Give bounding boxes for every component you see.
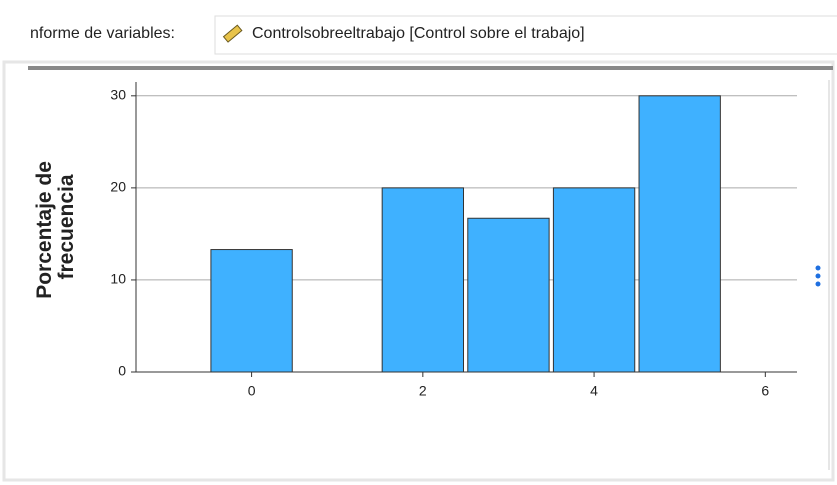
x-tick-label: 2 <box>419 383 427 399</box>
x-tick-label: 6 <box>761 383 769 399</box>
separator <box>28 66 833 70</box>
header-label: nforme de variables: <box>30 25 175 42</box>
bar <box>210 249 293 373</box>
variable-box[interactable] <box>214 15 837 55</box>
y-axis-label-line: Porcentaje de <box>33 161 56 299</box>
y-axis-label-line: frecuencia <box>55 174 78 279</box>
y-tick-label: 0 <box>118 363 126 379</box>
y-tick-label: 20 <box>110 179 126 195</box>
bar <box>381 187 465 373</box>
bar <box>467 217 550 373</box>
ruler-icon <box>222 24 243 43</box>
resize-handle[interactable] <box>815 265 821 287</box>
y-tick-label: 30 <box>110 87 126 103</box>
y-tick-label: 10 <box>110 271 126 287</box>
bar <box>638 95 721 373</box>
panel-shadow <box>2 60 835 482</box>
y-axis-label: Porcentaje de frecuencia <box>33 155 78 299</box>
bar <box>552 187 636 373</box>
variable-name: Controlsobreeltrabajo [Control sobre el … <box>252 25 585 42</box>
x-tick-label: 0 <box>248 383 256 399</box>
x-tick-label: 4 <box>590 383 598 399</box>
